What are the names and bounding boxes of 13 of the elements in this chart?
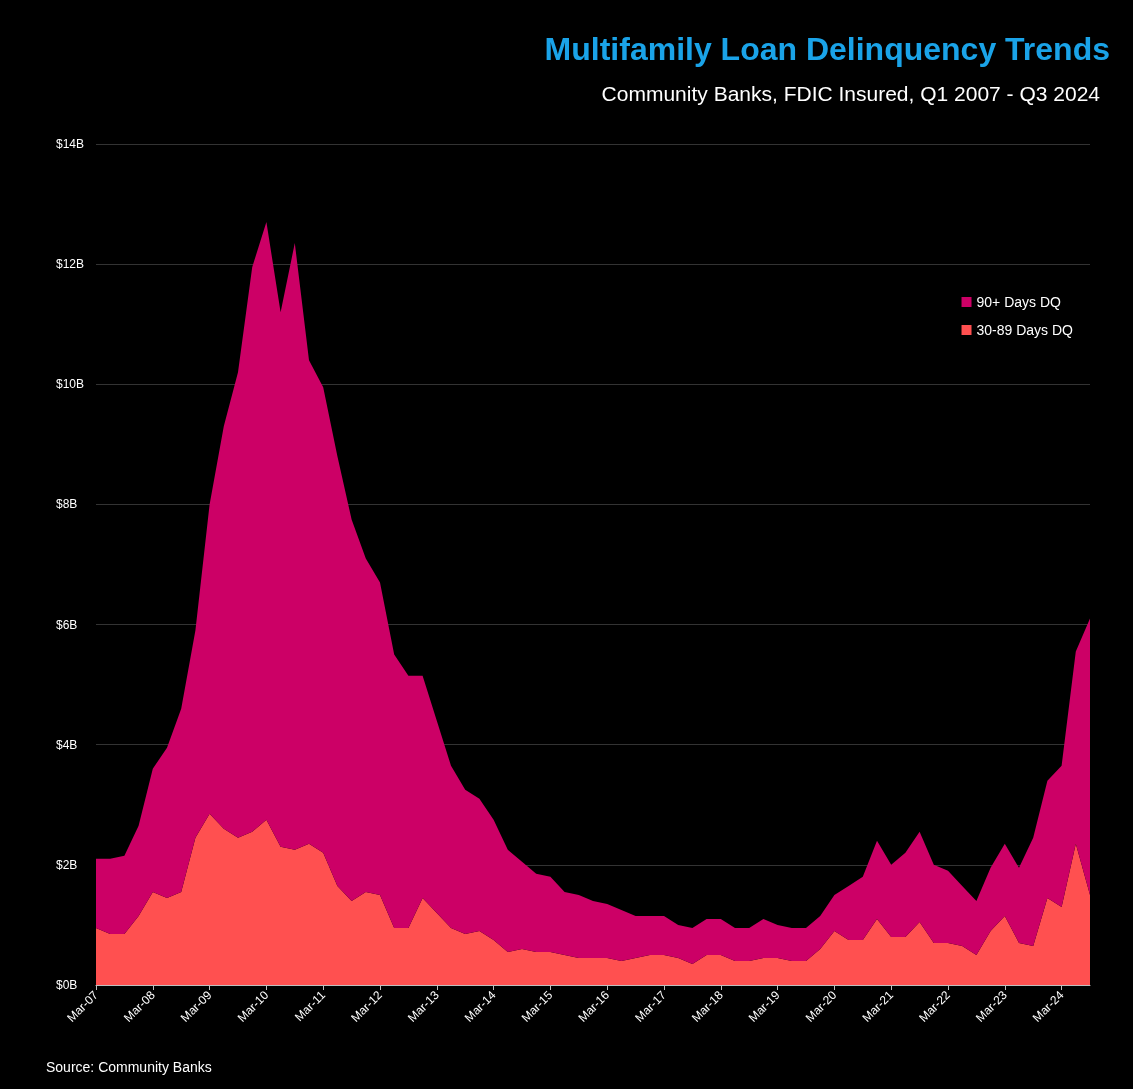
chart-title: Multifamily Loan Delinquency Trends: [544, 31, 1110, 67]
y-tick-label: $12B: [56, 257, 85, 272]
legend-label: 90+ Days DQ: [976, 294, 1062, 310]
y-tick-label: $0B: [56, 978, 78, 992]
y-tick-label: $14B: [56, 137, 85, 151]
y-tick-label: $10B: [56, 377, 85, 392]
chart-subtitle: Community Banks, FDIC Insured, Q1 2007 - Q3 2024: [601, 82, 1101, 105]
source-note: Source: Community Banks: [46, 1059, 212, 1075]
legend-label: 30-89 Days DQ: [976, 322, 1074, 338]
y-tick-label: $4B: [56, 737, 78, 752]
y-tick-label: $8B: [56, 497, 78, 512]
y-tick-label: $2B: [56, 857, 78, 872]
y-tick-label: $6B: [56, 617, 78, 632]
